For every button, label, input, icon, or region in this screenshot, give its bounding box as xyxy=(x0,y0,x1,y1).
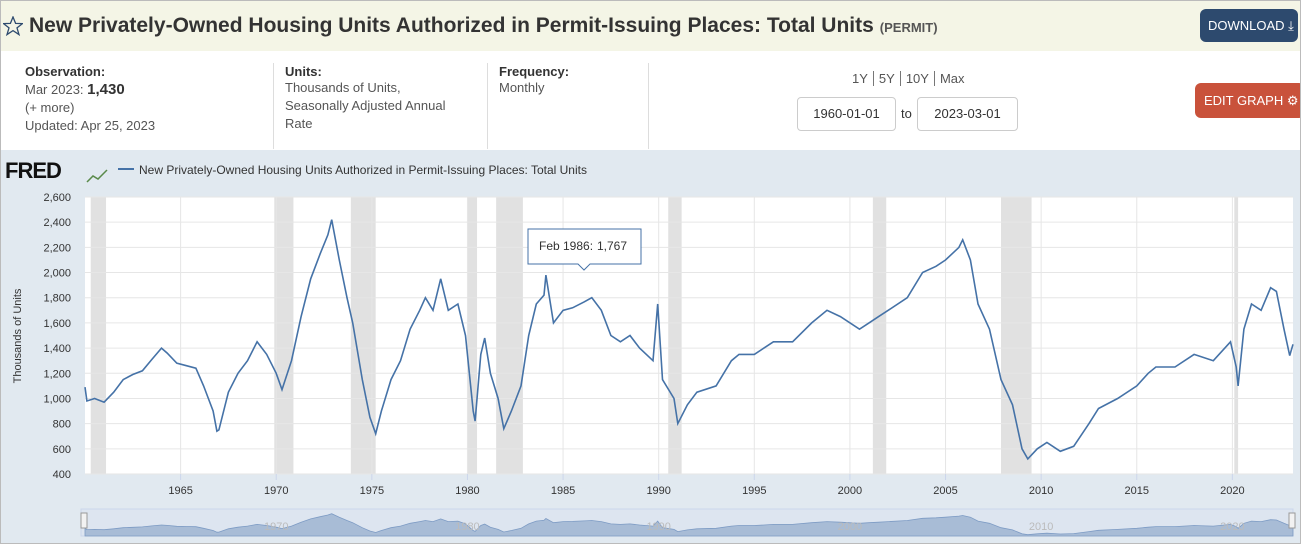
range-button[interactable]: 10Y xyxy=(899,71,934,86)
navigator-handle[interactable] xyxy=(1288,512,1296,529)
recession-band xyxy=(274,197,294,474)
navigator-tick-label: 2020 xyxy=(1220,521,1244,533)
obs-date: Mar 2023: xyxy=(25,82,84,97)
y-tick-label: 2,600 xyxy=(43,192,71,204)
obs-value: 1,430 xyxy=(87,81,125,98)
frequency-value: Monthly xyxy=(499,80,545,95)
x-tick-label: 1990 xyxy=(646,485,670,497)
observation: Observation: Mar 2023: 1,430 (+ more) Up… xyxy=(25,64,155,135)
recession-band xyxy=(1000,197,1032,474)
x-tick-label: 2020 xyxy=(1220,485,1244,497)
label: Frequency: xyxy=(499,64,570,79)
y-tick-label: 2,400 xyxy=(43,217,71,229)
y-tick-label: 1,000 xyxy=(43,393,71,405)
x-tick-label: 1965 xyxy=(168,485,192,497)
x-tick-label: 1995 xyxy=(742,485,766,497)
recession-band xyxy=(467,197,478,474)
y-axis-label: Thousands of Units xyxy=(12,288,24,383)
y-tick-label: 2,000 xyxy=(43,268,71,280)
download-button[interactable]: DOWNLOAD ⤓ xyxy=(1200,9,1298,42)
y-tick-label: 1,800 xyxy=(43,293,71,305)
separator xyxy=(487,63,488,149)
title: New Privately-Owned Housing Units Author… xyxy=(29,14,938,38)
series-code: (PERMIT) xyxy=(879,20,938,35)
x-tick-label: 2015 xyxy=(1125,485,1149,497)
legend-label[interactable]: New Privately-Owned Housing Units Author… xyxy=(139,163,587,177)
logo-icon xyxy=(86,169,108,183)
units-line: Thousands of Units, xyxy=(285,80,401,95)
label: Units: xyxy=(285,64,322,79)
tooltip: Feb 1986: 1,767 xyxy=(527,228,642,271)
plot-area xyxy=(85,197,1293,474)
frequency: Frequency: Monthly xyxy=(499,64,569,97)
range-button[interactable]: 1Y xyxy=(852,71,868,86)
star-icon[interactable] xyxy=(3,16,23,36)
range-button[interactable]: Max xyxy=(933,71,970,86)
units-line: Seasonally Adjusted Annual xyxy=(285,98,446,113)
tooltip-box xyxy=(527,228,642,271)
x-tick-label: 2005 xyxy=(933,485,957,497)
edit-label: EDIT GRAPH xyxy=(1204,93,1284,108)
chart: FRED New Privately-Owned Housing Units A… xyxy=(1,150,1300,543)
navigator-handle[interactable] xyxy=(80,512,88,529)
logo: FRED xyxy=(5,158,61,183)
series-line xyxy=(84,219,1294,461)
label: Observation: xyxy=(25,64,106,79)
x-tick-label: 1980 xyxy=(455,485,479,497)
tooltip-value: 1,767 xyxy=(597,239,627,253)
more-link[interactable]: (+ more) xyxy=(25,100,75,115)
x-tick-label: 2010 xyxy=(1029,485,1053,497)
recession-band xyxy=(496,197,523,474)
navigator-tick-label: 2000 xyxy=(838,521,862,533)
units: Units: Thousands of Units, Seasonally Ad… xyxy=(285,64,445,133)
start-date-input[interactable]: 1960-01-01 xyxy=(797,97,896,131)
range-buttons: 1Y 5Y 10Y Max xyxy=(847,71,970,86)
x-tick-label: 1975 xyxy=(360,485,384,497)
units-line: Rate xyxy=(285,116,313,131)
range-button[interactable]: 5Y xyxy=(872,71,900,86)
header xyxy=(1,1,1300,51)
end-date-input[interactable]: 2023-03-01 xyxy=(917,97,1018,131)
to-label: to xyxy=(901,106,912,121)
navigator-tick-label: 1970 xyxy=(264,521,288,533)
separator xyxy=(273,63,274,149)
recession-band xyxy=(872,197,887,474)
tooltip-date: Feb 1986: xyxy=(539,239,593,253)
recession-band xyxy=(90,197,107,474)
navigator-area xyxy=(84,513,1294,537)
y-tick-label: 2,200 xyxy=(43,242,71,254)
y-tick-label: 400 xyxy=(53,469,71,481)
y-tick-label: 600 xyxy=(53,444,71,456)
x-tick-label: 1985 xyxy=(551,485,575,497)
recession-band xyxy=(668,197,682,474)
x-tick-label: 1970 xyxy=(264,485,288,497)
y-tick-label: 1,400 xyxy=(43,343,71,355)
separator xyxy=(648,63,649,149)
title-text: New Privately-Owned Housing Units Author… xyxy=(29,14,874,37)
x-tick-label: 2000 xyxy=(838,485,862,497)
y-tick-label: 1,200 xyxy=(43,368,71,380)
navigator-tick-label: 1980 xyxy=(455,521,479,533)
recession-band xyxy=(1234,197,1239,474)
y-tick-label: 1,600 xyxy=(43,318,71,330)
navigator-tick-label: 1990 xyxy=(646,521,670,533)
y-tick-label: 800 xyxy=(53,419,71,431)
navigator-tick-label: 2010 xyxy=(1029,521,1053,533)
updated: Updated: Apr 25, 2023 xyxy=(25,118,156,133)
edit-graph-button[interactable]: EDIT GRAPH ⚙ xyxy=(1195,83,1300,118)
download-label: DOWNLOAD xyxy=(1208,18,1285,33)
